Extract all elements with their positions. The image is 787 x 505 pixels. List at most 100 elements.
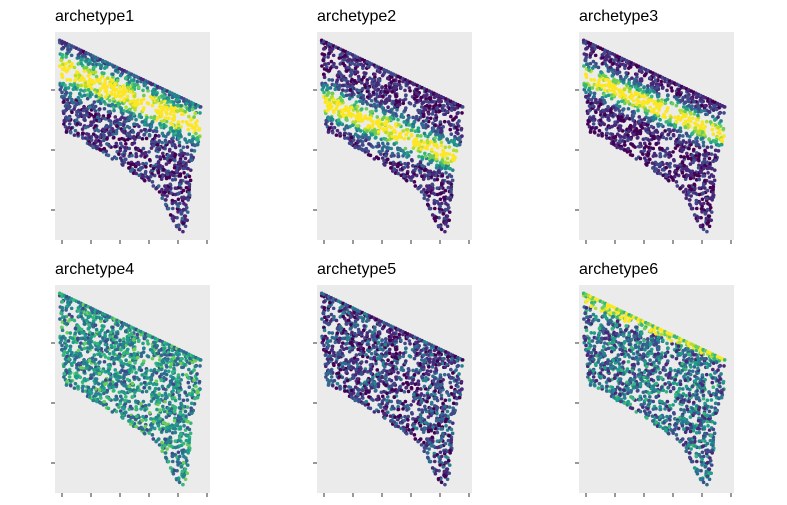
spot-point <box>93 377 98 381</box>
spot-point <box>705 112 710 116</box>
spot-point <box>90 103 95 107</box>
spot-point <box>443 145 448 150</box>
spot-point <box>696 165 701 170</box>
spot-point <box>658 171 662 176</box>
spot-point <box>73 128 78 133</box>
spot-point <box>78 92 82 96</box>
spot-point <box>631 98 636 103</box>
spot-point <box>69 306 74 311</box>
spot-point <box>677 133 682 138</box>
spot-point <box>64 130 69 134</box>
spot-point <box>376 129 381 134</box>
spot-point <box>697 145 702 150</box>
spot-point <box>173 145 178 150</box>
spot-point <box>120 389 124 394</box>
spot-point <box>168 213 173 217</box>
spot-point <box>63 109 67 113</box>
spot-point <box>585 62 589 67</box>
spot-point <box>87 105 92 110</box>
spot-point <box>626 133 630 137</box>
spot-point <box>187 185 192 189</box>
spot-point <box>383 163 387 167</box>
spot-point <box>122 119 127 124</box>
spot-point <box>386 76 390 80</box>
spot-point <box>583 58 587 63</box>
spot-point <box>389 166 393 170</box>
spot-point <box>103 89 108 94</box>
spot-point <box>409 157 414 162</box>
spot-point <box>602 98 606 103</box>
spot-point <box>127 131 132 136</box>
spot-point <box>447 180 451 185</box>
spot-point <box>329 122 334 126</box>
spot-point <box>341 88 345 92</box>
spot-point <box>369 98 374 103</box>
spot-point <box>647 138 651 143</box>
spot-point <box>703 179 707 183</box>
spot-point <box>439 140 444 145</box>
spot-point <box>700 210 704 214</box>
spot-point <box>701 227 706 232</box>
spot-point <box>697 192 702 197</box>
spot-point <box>386 142 390 146</box>
spot-point <box>120 136 124 141</box>
spot-point <box>68 78 73 82</box>
spot-point <box>687 146 691 151</box>
spot-point <box>111 75 115 79</box>
spot-point <box>709 180 713 185</box>
spot-point <box>367 142 371 146</box>
spot-point <box>690 116 695 121</box>
spot-point <box>711 132 716 137</box>
spot-point <box>721 126 726 131</box>
spot-point <box>128 107 132 112</box>
spot-point <box>70 83 75 88</box>
spot-point <box>135 123 140 127</box>
spot-point <box>659 123 664 127</box>
spot-point <box>611 135 616 140</box>
spot-point <box>365 125 370 129</box>
spot-point <box>111 87 116 92</box>
spot-point <box>709 145 714 149</box>
spot-point <box>73 381 78 386</box>
spot-point <box>621 92 625 97</box>
spot-point <box>73 78 78 82</box>
spot-point <box>443 207 448 212</box>
spot-point <box>430 99 434 104</box>
spot-point <box>435 177 440 182</box>
spot-point <box>327 126 332 131</box>
spot-point <box>417 98 422 103</box>
spot-point <box>125 94 130 99</box>
spot-point <box>177 201 182 206</box>
spot-point <box>589 51 593 55</box>
spot-point <box>98 77 102 82</box>
spot-point <box>692 158 696 163</box>
spot-point <box>637 81 642 86</box>
spot-point <box>695 218 700 223</box>
spot-point <box>340 92 344 96</box>
spot-point <box>430 182 435 187</box>
spot-point <box>664 174 669 178</box>
spot-point <box>655 162 659 166</box>
spot-point <box>679 154 683 159</box>
spot-point <box>87 135 92 140</box>
spot-point <box>678 129 683 134</box>
spot-point <box>120 144 124 148</box>
spot-point <box>599 110 603 114</box>
spot-point <box>75 102 79 107</box>
spot-point <box>171 218 176 223</box>
spot-point <box>614 70 619 75</box>
spot-point <box>709 140 713 145</box>
spot-point <box>171 129 176 134</box>
spot-point <box>357 146 361 151</box>
spot-point <box>629 142 633 146</box>
spot-point <box>646 130 650 135</box>
spot-point <box>412 103 417 108</box>
spot-point <box>143 171 148 176</box>
spot-point <box>422 192 427 197</box>
spot-point <box>383 84 388 88</box>
spot-point <box>430 158 434 163</box>
spot-point <box>90 70 95 75</box>
spot-point <box>362 71 367 75</box>
spot-point <box>144 165 148 169</box>
spot-point <box>141 161 145 166</box>
